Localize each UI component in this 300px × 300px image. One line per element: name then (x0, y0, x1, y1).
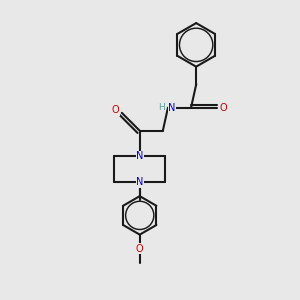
Text: N: N (136, 177, 143, 187)
Text: O: O (219, 103, 227, 113)
Text: N: N (168, 103, 176, 113)
Text: O: O (136, 244, 144, 254)
Text: N: N (136, 152, 143, 161)
Text: H: H (158, 103, 165, 112)
Text: O: O (112, 105, 119, 115)
